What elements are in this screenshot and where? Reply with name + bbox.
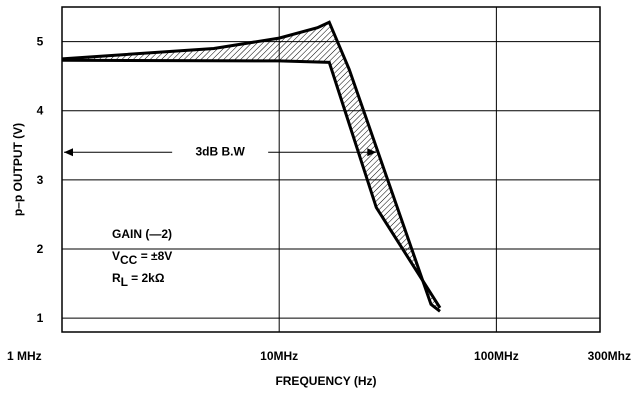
- vcc-main: V: [112, 249, 120, 263]
- plot-border: [61, 6, 601, 333]
- upper-curve: [61, 20, 441, 313]
- hatched-region: [62, 22, 440, 312]
- x-tick-label: 100MHz: [474, 349, 519, 363]
- x-tick-label: 1 MHz: [7, 349, 42, 363]
- x-tick-label: 300Mhz: [588, 349, 631, 363]
- rl-subscript: L: [121, 275, 128, 289]
- x-tick-label: 10MHz: [260, 349, 298, 363]
- arrow-head-left: [64, 148, 73, 157]
- vcc-value: = ±8V: [137, 249, 172, 263]
- y-tick-label: 4: [37, 104, 44, 118]
- bandwidth-label: 3dB B.W: [195, 144, 245, 158]
- x-tick-labels: 1 MHz 10MHz 100MHz 300Mhz: [7, 349, 631, 363]
- y-axis-label: p–p OUTPUT (V): [11, 123, 25, 216]
- rl-value: = 2kΩ: [128, 271, 165, 285]
- lower-curve: [61, 58, 442, 309]
- hatched-envelope: [62, 22, 440, 312]
- arrow-head-right: [367, 148, 377, 157]
- y-tick-label: 2: [37, 242, 44, 256]
- y-tick-label: 3: [37, 173, 44, 187]
- x-axis-label: FREQUENCY (Hz): [275, 374, 376, 388]
- rl-main: R: [112, 271, 121, 285]
- series-group: [61, 20, 442, 313]
- y-tick-label: 5: [37, 35, 44, 49]
- y-tick-labels: 1 2 3 4 5: [37, 35, 44, 326]
- vcc-text: VCC = ±8V: [112, 249, 172, 267]
- conditions-annotation: GAIN (—2) VCC = ±8V RL = 2kΩ: [112, 227, 172, 289]
- gain-text: GAIN (—2): [112, 227, 172, 241]
- vcc-subscript: CC: [120, 253, 138, 267]
- rl-text: RL = 2kΩ: [112, 271, 165, 289]
- y-tick-label: 1: [37, 311, 44, 325]
- plot-frame: [61, 6, 601, 333]
- bandwidth-arrow: [64, 148, 377, 157]
